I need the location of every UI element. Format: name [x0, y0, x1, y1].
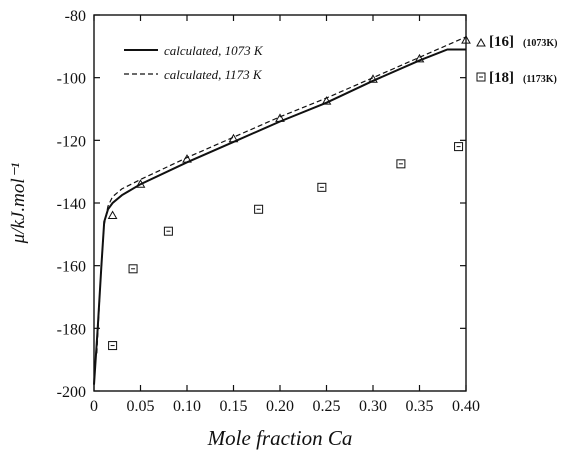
ref-16-label: [16]	[489, 34, 514, 50]
triangle-data-point	[182, 154, 192, 163]
y-tick-label: -80	[65, 8, 86, 25]
series-line-1073	[93, 48, 466, 385]
legend-label-1073: calculated, 1073 K	[164, 43, 264, 58]
square-data-point	[108, 341, 118, 351]
series-line-1173	[96, 36, 467, 354]
y-tick-label: -100	[57, 71, 86, 88]
triangle-data-point	[107, 210, 118, 220]
x-tick-label: 0.40	[452, 398, 480, 415]
square-data-point	[254, 204, 264, 214]
y-tick-label: -180	[57, 321, 86, 338]
legend-label-1173: calculated, 1173 K	[164, 67, 263, 82]
triangle-data-point	[368, 74, 378, 83]
square-data-point	[317, 182, 327, 192]
triangle-data-point	[414, 53, 425, 63]
x-tick-label: 0.30	[359, 398, 387, 415]
y-tick-label: -200	[57, 384, 86, 401]
y-tick-labels: -200 -180 -160 -140 -120 -100 -80	[57, 8, 86, 401]
x-tick-label: 0.10	[173, 398, 201, 415]
x-tick-labels: 0 0.05 0.10 0.15 0.20 0.25 0.30 0.35 0.40	[90, 398, 480, 415]
x-tick-label: 0.15	[220, 398, 248, 415]
legend: calculated, 1073 K calculated, 1173 K	[124, 43, 264, 82]
square-data-point	[163, 226, 173, 236]
triangle-marker-icon	[476, 37, 486, 47]
x-tick-label: 0.05	[127, 398, 155, 415]
reference-legend: [16] (1073K) [18] (1173K)	[476, 34, 557, 86]
plot-frame	[93, 14, 467, 392]
triangle-data-point	[135, 179, 146, 188]
y-tick-label: -120	[57, 133, 86, 150]
square-data-point	[396, 159, 406, 169]
triangle-data-point	[228, 133, 239, 143]
x-tick-label: 0.20	[266, 398, 294, 415]
triangle-data-point	[275, 113, 285, 122]
y-axis-title: μ/kJ.mol⁻¹	[8, 162, 29, 244]
axis-ticks	[93, 14, 467, 392]
ref-18-temp: (1173K)	[523, 74, 557, 85]
x-tick-label: 0.25	[313, 398, 341, 415]
x-tick-label: 0	[90, 398, 98, 415]
square-data-point	[454, 142, 464, 152]
x-tick-label: 0.35	[406, 398, 434, 415]
square-marker-icon	[476, 72, 486, 82]
series-markers	[107, 35, 471, 351]
y-tick-label: -160	[57, 259, 86, 276]
square-data-point	[128, 264, 138, 274]
ref-16-temp: (1073K)	[523, 38, 557, 49]
triangle-data-point	[321, 96, 332, 105]
ref-18-label: [18]	[489, 70, 514, 86]
x-axis-title: Mole fraction Ca	[207, 426, 353, 450]
series-lines	[93, 36, 467, 385]
y-tick-label: -140	[57, 196, 86, 213]
